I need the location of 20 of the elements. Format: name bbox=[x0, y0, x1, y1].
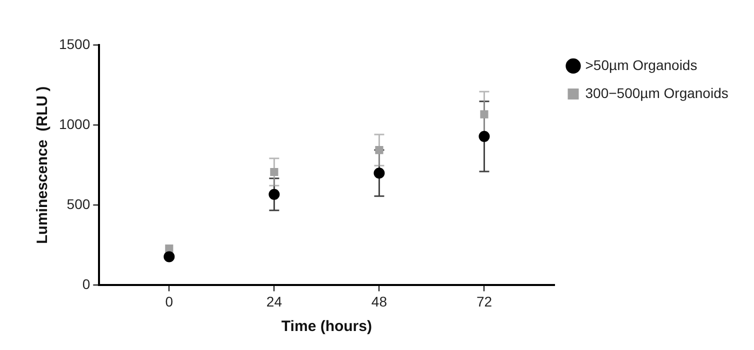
legend-label: 300−500µm Organoids bbox=[585, 84, 728, 101]
point bbox=[478, 130, 490, 142]
x-axis-title: Time (hours) bbox=[281, 318, 372, 336]
legend-label: >50µm Organoids bbox=[585, 56, 698, 73]
y-tick-label: 500 bbox=[66, 196, 90, 212]
y-tick-label: 1000 bbox=[58, 116, 90, 132]
point bbox=[480, 110, 488, 118]
y-axis-title: Luminescence (RLU ) bbox=[34, 86, 52, 244]
point bbox=[268, 188, 280, 200]
y-tick-label: 0 bbox=[82, 276, 90, 292]
y-tick-label: 1500 bbox=[58, 36, 90, 52]
x-tick-label: 24 bbox=[266, 293, 282, 310]
point bbox=[374, 168, 385, 179]
x-tick-label: 72 bbox=[476, 293, 492, 310]
point bbox=[165, 244, 174, 253]
x-tick-label: 48 bbox=[371, 293, 388, 310]
point bbox=[375, 146, 384, 154]
point bbox=[270, 168, 278, 176]
point bbox=[164, 251, 175, 262]
x-tick-label: 0 bbox=[165, 293, 174, 310]
